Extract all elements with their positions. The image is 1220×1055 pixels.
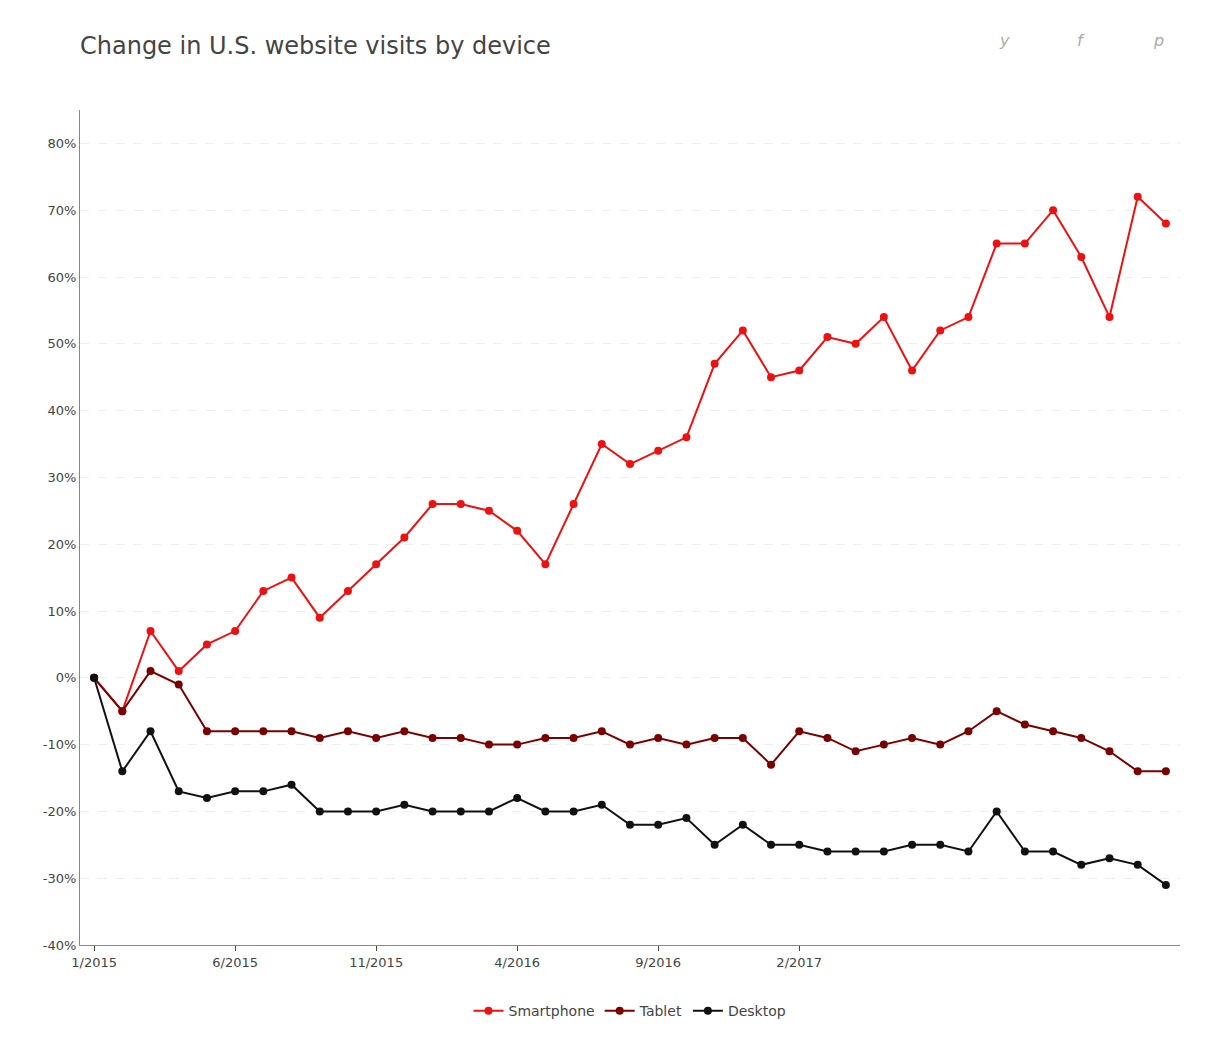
svg-text:Tablet: Tablet xyxy=(639,1003,682,1019)
svg-text:0%: 0% xyxy=(56,670,77,685)
svg-text:70%: 70% xyxy=(47,203,76,218)
svg-text:10%: 10% xyxy=(47,604,76,619)
svg-text:4/2016: 4/2016 xyxy=(494,955,540,970)
svg-text:1/2015: 1/2015 xyxy=(71,955,117,970)
svg-text:40%: 40% xyxy=(47,403,76,418)
svg-text:30%: 30% xyxy=(47,470,76,485)
svg-text:p: p xyxy=(1153,31,1164,50)
svg-text:6/2015: 6/2015 xyxy=(212,955,258,970)
svg-text:Change in U.S. website visits: Change in U.S. website visits by device xyxy=(80,32,551,60)
svg-text:9/2016: 9/2016 xyxy=(635,955,681,970)
svg-text:-30%: -30% xyxy=(43,871,77,886)
svg-text:80%: 80% xyxy=(47,136,76,151)
svg-text:-20%: -20% xyxy=(43,804,77,819)
svg-text:Smartphone: Smartphone xyxy=(509,1003,595,1019)
svg-text:Desktop: Desktop xyxy=(728,1003,786,1019)
svg-text:20%: 20% xyxy=(47,537,76,552)
svg-text:2/2017: 2/2017 xyxy=(776,955,822,970)
svg-text:60%: 60% xyxy=(47,270,76,285)
svg-text:50%: 50% xyxy=(47,336,76,351)
svg-text:11/2015: 11/2015 xyxy=(349,955,403,970)
svg-text:-40%: -40% xyxy=(43,938,77,953)
svg-text:f: f xyxy=(1077,31,1085,50)
svg-text:y: y xyxy=(999,31,1010,50)
svg-text:-10%: -10% xyxy=(43,737,77,752)
